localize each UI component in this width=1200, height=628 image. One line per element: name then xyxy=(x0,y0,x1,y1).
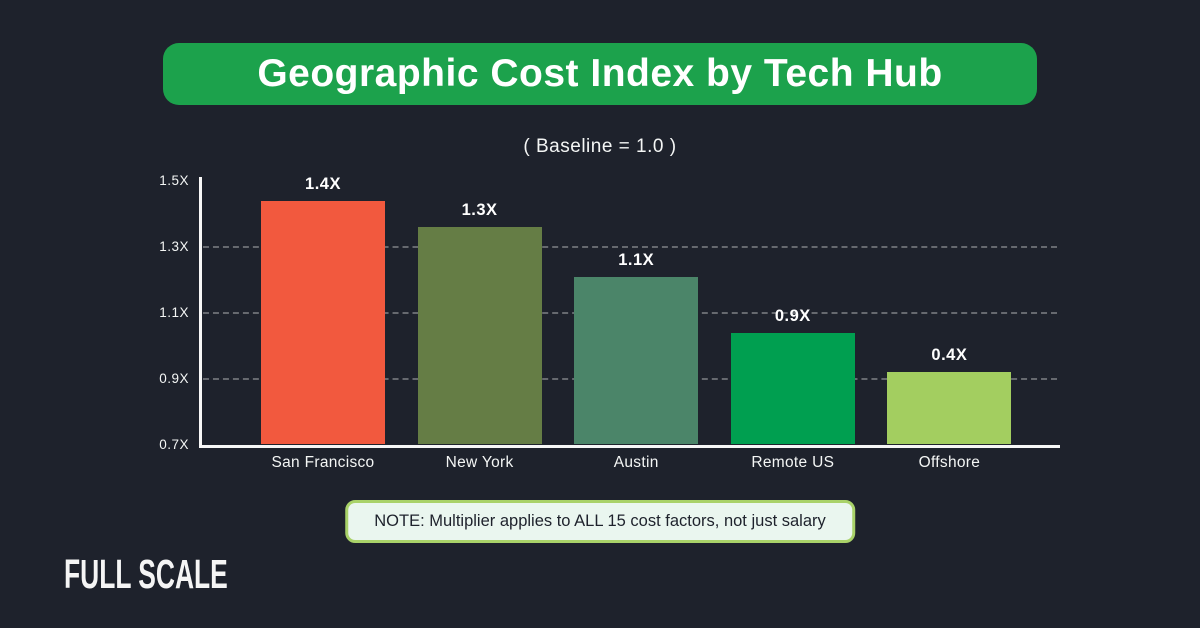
bar-value-label: 1.3X xyxy=(461,201,498,220)
title-banner: Geographic Cost Index by Tech Hub xyxy=(163,43,1037,105)
note-text: NOTE: Multiplier applies to ALL 15 cost … xyxy=(374,512,826,530)
bar xyxy=(417,227,542,444)
bar-value-label: 0.9X xyxy=(774,306,811,325)
bar-value-label: 1.1X xyxy=(618,250,655,269)
note-box: NOTE: Multiplier applies to ALL 15 cost … xyxy=(345,500,855,543)
bar-category-label: Offshore xyxy=(918,454,981,471)
bar-value-label: 1.4X xyxy=(305,174,341,193)
y-tick-label: 0.7X xyxy=(159,437,189,452)
bar-category-label: Austin xyxy=(613,454,659,471)
gridline xyxy=(203,246,1057,248)
y-tick-label: 1.1X xyxy=(159,305,189,320)
bar-category-label: New York xyxy=(445,454,514,471)
full-scale-logo: FULL SCALE xyxy=(64,552,228,598)
bar-value-label: 0.4X xyxy=(931,346,968,365)
axis-frame xyxy=(199,177,1060,448)
bar xyxy=(887,372,1012,444)
bar-category-label: San Francisco xyxy=(271,454,375,471)
page-title: Geographic Cost Index by Tech Hub xyxy=(257,52,943,95)
y-tick-label: 1.3X xyxy=(159,239,189,254)
y-tick-label: 0.9X xyxy=(159,371,189,386)
bar xyxy=(574,276,699,444)
bar xyxy=(261,200,385,444)
bar xyxy=(730,332,855,444)
chart-subtitle: ( Baseline = 1.0 ) xyxy=(523,136,677,157)
y-tick-label: 1.5X xyxy=(159,173,189,188)
bar-category-label: Remote US xyxy=(751,454,835,471)
